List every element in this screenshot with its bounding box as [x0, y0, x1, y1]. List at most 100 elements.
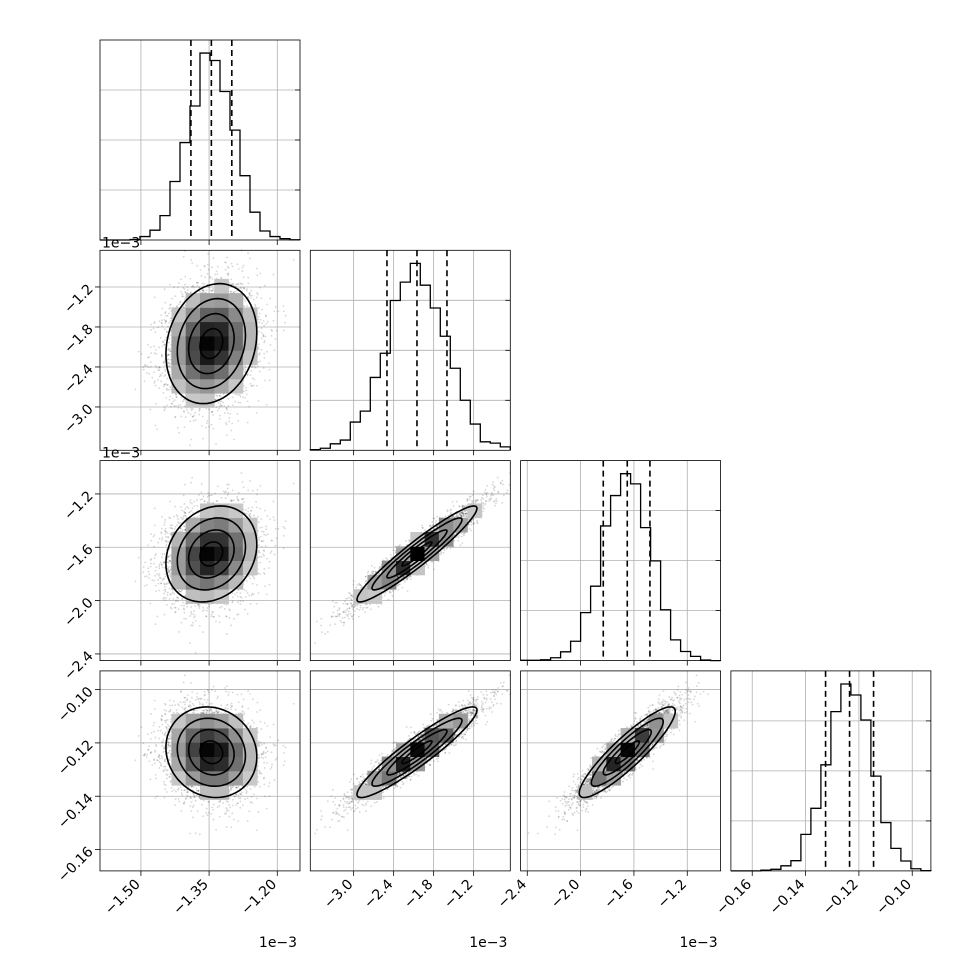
scatter-point — [227, 404, 230, 407]
scatter-point — [183, 503, 186, 505]
scatter-point — [194, 619, 197, 622]
scatter-point — [246, 421, 249, 424]
scatter-point — [242, 367, 245, 370]
scatter-point — [265, 315, 268, 318]
scatter-point — [227, 412, 229, 415]
scatter-point — [175, 405, 177, 407]
scatter-point — [220, 276, 222, 279]
scatter-point — [266, 350, 268, 353]
scatter-point — [169, 306, 172, 309]
scatter-point — [203, 264, 206, 267]
scatter-point — [257, 399, 260, 402]
scatter-point — [239, 401, 242, 404]
scatter-point — [257, 307, 260, 309]
axis-frame — [99, 39, 301, 241]
scatter-point — [262, 320, 265, 322]
scatter-point — [161, 322, 163, 325]
scatter-point — [260, 337, 263, 340]
scatter-point — [228, 420, 231, 423]
scatter-point — [254, 303, 256, 306]
scatter-point — [210, 290, 213, 293]
scatter-point — [192, 407, 194, 410]
scatter-point — [147, 570, 150, 573]
scatter-point — [155, 566, 158, 569]
scatter-point — [241, 266, 244, 269]
y-offset-label: 1e−3 — [102, 235, 140, 251]
scatter-point — [169, 386, 172, 388]
scatter-point — [242, 276, 245, 279]
scatter-point — [275, 537, 278, 540]
scatter-point — [272, 319, 275, 322]
scatter-point — [266, 320, 269, 323]
scatter-point — [179, 301, 181, 304]
scatter-point — [203, 283, 206, 285]
scatter-point — [167, 388, 170, 391]
histogram-step-1 — [309, 262, 511, 451]
scatter-point — [183, 426, 186, 429]
scatter-point — [180, 407, 183, 410]
scatter-point — [194, 411, 197, 414]
scatter-point — [160, 380, 163, 383]
scatter-point — [251, 365, 253, 368]
scatter-point — [154, 584, 157, 587]
scatter-point — [172, 400, 175, 403]
scatter-point — [191, 415, 194, 418]
scatter-point — [210, 615, 213, 618]
scatter-point — [181, 293, 184, 296]
scatter-point — [180, 396, 183, 399]
scatter-point — [148, 356, 150, 359]
scatter-point — [250, 370, 253, 372]
scatter-point — [190, 409, 193, 412]
scatter-point — [214, 273, 217, 276]
scatter-point — [168, 364, 171, 367]
scatter-point — [145, 364, 148, 367]
scatter-point — [153, 371, 155, 374]
scatter-point — [167, 365, 170, 368]
scatter-point — [261, 526, 263, 529]
scatter-point — [165, 396, 168, 399]
scatter-point — [160, 314, 163, 317]
scatter-point — [174, 295, 177, 298]
scatter-point — [149, 408, 152, 411]
scatter-point — [174, 416, 177, 418]
scatter-point — [159, 561, 162, 564]
scatter-point — [164, 374, 167, 377]
scatter-point — [212, 427, 215, 430]
scatter-point — [168, 361, 170, 364]
scatter-point — [183, 288, 186, 290]
scatter-point — [200, 424, 203, 427]
scatter-point — [245, 393, 248, 396]
scatter-point — [189, 501, 192, 504]
scatter-point — [142, 368, 145, 371]
scatter-point — [228, 617, 231, 619]
scatter-point — [225, 261, 227, 264]
scatter-point — [239, 286, 242, 289]
scatter-point — [181, 295, 183, 298]
scatter-point — [165, 536, 167, 538]
scatter-point — [247, 282, 250, 285]
scatter-point — [229, 413, 232, 415]
scatter-point — [161, 553, 164, 555]
scatter-point — [231, 265, 234, 268]
scatter-point — [198, 625, 201, 627]
scatter-point — [225, 423, 228, 426]
scatter-point — [168, 341, 170, 344]
scatter-point — [208, 286, 210, 289]
scatter-point — [182, 400, 184, 403]
scatter-point — [158, 346, 161, 349]
scatter-point — [159, 336, 162, 339]
scatter-point — [146, 372, 148, 375]
scatter-point — [169, 395, 172, 398]
scatter-point — [197, 281, 199, 284]
scatter-point — [249, 374, 252, 377]
scatter-point — [268, 379, 271, 382]
scatter-point — [142, 571, 145, 574]
scatter-point — [183, 298, 186, 301]
scatter-point — [200, 274, 203, 277]
scatter-point — [163, 553, 166, 555]
scatter-point — [153, 579, 156, 582]
scatter-point — [250, 385, 253, 387]
scatter-point — [258, 330, 260, 333]
scatter-point — [163, 318, 166, 321]
scatter-point — [168, 348, 171, 351]
